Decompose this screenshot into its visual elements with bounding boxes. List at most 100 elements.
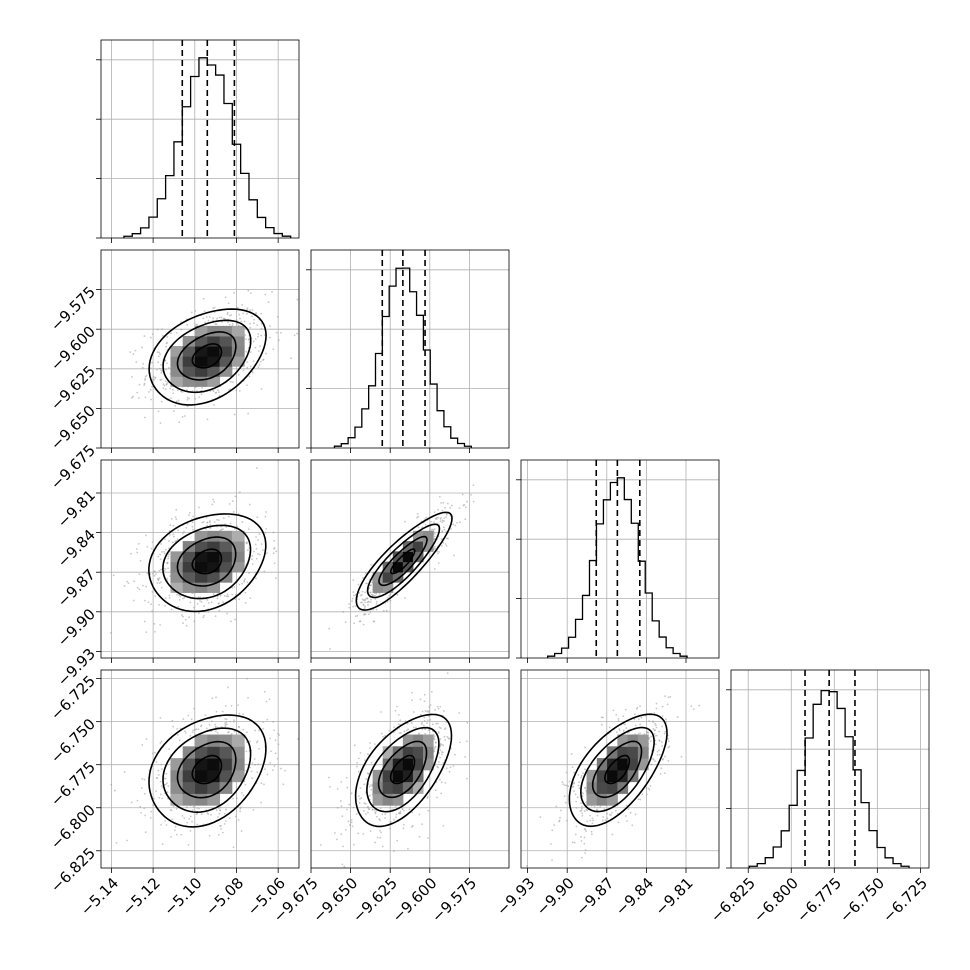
- density-cell: [627, 746, 639, 759]
- sample-point: [581, 814, 584, 817]
- sample-point: [175, 807, 178, 810]
- sample-point: [351, 825, 354, 828]
- sample-point: [340, 833, 343, 836]
- sample-point: [255, 536, 257, 538]
- sample-point: [196, 807, 199, 809]
- sample-point: [253, 550, 255, 553]
- density-cell: [219, 561, 233, 573]
- sample-point: [429, 719, 432, 721]
- density-cell: [170, 366, 184, 377]
- sample-point: [166, 791, 169, 794]
- x-tick-label: −6.775: [793, 874, 845, 926]
- sample-point: [241, 304, 244, 306]
- sample-point: [252, 809, 255, 811]
- x-tick-label: −9.90: [533, 874, 578, 919]
- sample-point: [617, 720, 620, 722]
- density-cell: [219, 325, 233, 337]
- sample-point: [262, 721, 265, 723]
- sample-point: [444, 506, 446, 509]
- density-cell: [219, 758, 233, 771]
- sample-point: [222, 601, 224, 604]
- sample-point: [661, 745, 664, 747]
- sample-point: [168, 547, 170, 550]
- density-cell: [219, 746, 233, 759]
- sample-point: [210, 813, 213, 816]
- sample-point: [654, 729, 657, 732]
- sample-point: [158, 351, 161, 354]
- density-cell: [182, 335, 196, 347]
- sample-point: [439, 749, 442, 752]
- sample-point: [217, 816, 219, 818]
- sample-point: [233, 291, 236, 294]
- y-tick-label: −9.84: [54, 526, 99, 571]
- sample-point: [215, 696, 217, 699]
- x-tick-label: −9.81: [652, 874, 697, 919]
- sample-point: [160, 543, 163, 545]
- sample-point: [590, 830, 593, 833]
- sample-point: [236, 525, 239, 528]
- sample-point: [139, 805, 142, 808]
- sample-point: [596, 814, 599, 817]
- sample-point: [356, 614, 359, 617]
- sample-point: [627, 808, 630, 811]
- sample-point: [584, 786, 587, 789]
- sample-point: [358, 591, 361, 594]
- density-cell: [382, 769, 394, 783]
- sample-point: [388, 594, 391, 597]
- sample-point: [188, 616, 191, 619]
- density-cell: [170, 551, 184, 563]
- sample-point: [440, 502, 442, 504]
- sample-point: [389, 593, 392, 595]
- sample-point: [444, 781, 447, 784]
- sample-point: [415, 726, 417, 729]
- sample-point: [143, 792, 146, 795]
- sample-point: [634, 713, 636, 716]
- sample-point: [214, 726, 217, 729]
- sample-point: [661, 715, 664, 717]
- sample-point: [135, 548, 138, 550]
- density-cell: [182, 376, 196, 387]
- density-cell: [392, 571, 404, 583]
- sample-point: [260, 360, 262, 363]
- sample-point: [369, 742, 371, 744]
- sample-point: [227, 686, 229, 689]
- sample-point: [380, 732, 383, 735]
- sample-point: [255, 547, 258, 550]
- sample-point: [134, 349, 137, 352]
- sample-point: [364, 802, 367, 805]
- sample-point: [378, 592, 381, 595]
- sample-point: [202, 616, 205, 619]
- sample-point: [626, 820, 628, 822]
- sample-point: [269, 761, 272, 764]
- sample-point: [168, 748, 171, 750]
- sample-point: [260, 322, 263, 325]
- sample-point: [608, 726, 611, 729]
- sample-point: [228, 731, 230, 733]
- contour-line: [162, 319, 252, 394]
- sample-point: [352, 843, 355, 846]
- sample-point: [207, 611, 210, 613]
- sample-point: [419, 713, 422, 716]
- sample-point: [230, 704, 233, 707]
- contour-line: [579, 726, 655, 813]
- contour-line: [378, 535, 428, 587]
- density-cell: [219, 346, 233, 357]
- sample-point: [425, 516, 428, 519]
- sample-point: [639, 798, 642, 801]
- sample-point: [664, 730, 667, 733]
- sample-point: [160, 371, 163, 374]
- sample-point: [218, 812, 221, 815]
- sample-point: [402, 823, 405, 826]
- sample-point: [434, 745, 437, 748]
- sample-point: [348, 803, 351, 806]
- sample-point: [249, 309, 251, 312]
- density-cell: [637, 734, 649, 747]
- sample-point: [182, 718, 185, 720]
- sample-point: [240, 320, 243, 323]
- sample-point: [664, 695, 667, 698]
- sample-point: [435, 518, 438, 520]
- sample-point: [191, 525, 194, 528]
- contour-line: [366, 726, 440, 813]
- sample-point: [329, 648, 331, 650]
- sample-point: [225, 808, 228, 811]
